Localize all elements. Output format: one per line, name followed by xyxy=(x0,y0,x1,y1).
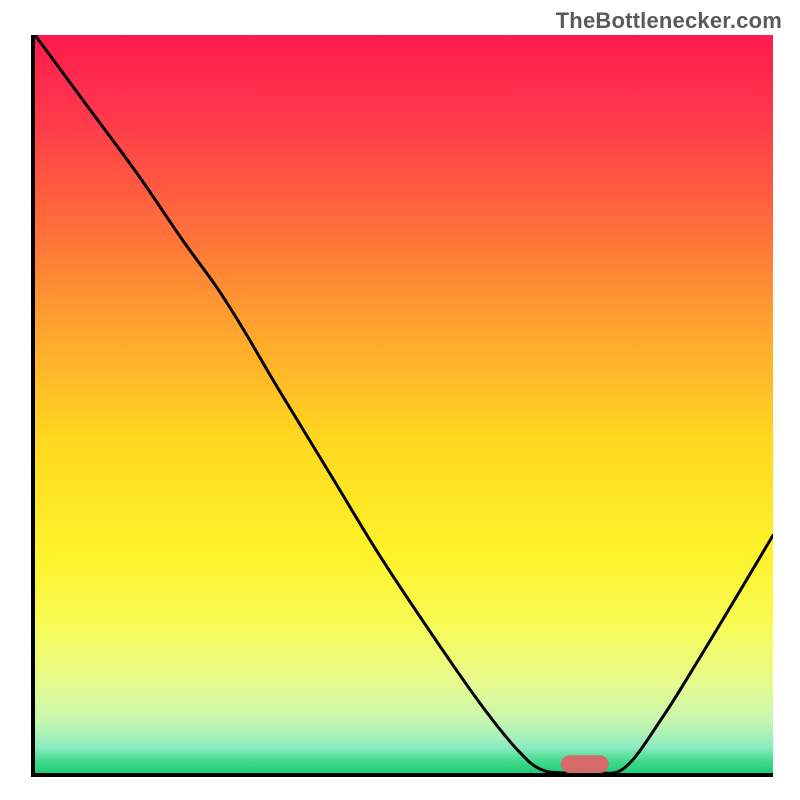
bottleneck-curve xyxy=(35,35,773,773)
x-axis-line xyxy=(31,773,773,777)
plot-area xyxy=(35,35,773,773)
y-axis-line xyxy=(31,35,35,777)
chart-container: TheBottlenecker.com xyxy=(0,0,800,800)
optimum-marker xyxy=(561,755,609,773)
watermark-text: TheBottlenecker.com xyxy=(556,8,782,34)
curve-overlay xyxy=(35,35,773,773)
